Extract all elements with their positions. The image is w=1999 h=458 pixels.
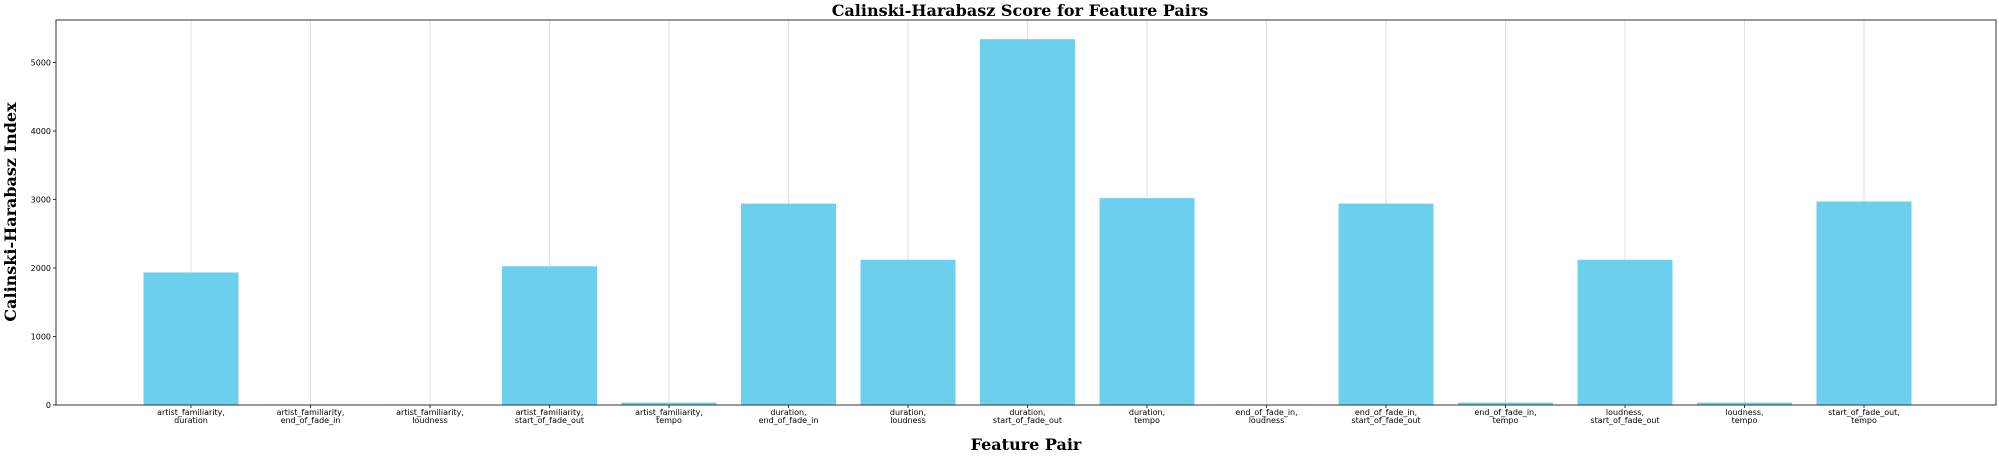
x-axis: artist_familiarity, duration artist_famili… [157, 405, 1900, 425]
bar [1577, 259, 1673, 405]
bar [143, 272, 239, 405]
bar [860, 259, 956, 405]
x-tick-label: end_of_fade_in, tempo [1474, 408, 1536, 425]
bars-layer [143, 39, 1912, 406]
x-tick-label: loudness, tempo [1725, 408, 1763, 425]
x-tick-label: loudness, start_of_fade_out [1590, 408, 1659, 425]
bar [1099, 198, 1195, 405]
x-tick-label: artist_familiarity, start_of_fade_out [515, 408, 584, 425]
y-tick-label: 4000 [31, 127, 51, 136]
y-tick-label: 1000 [31, 332, 51, 341]
x-tick-label: end_of_fade_in, start_of_fade_out [1351, 408, 1420, 425]
bar [621, 402, 717, 405]
x-tick-label: artist_familiarity, tempo [635, 408, 703, 425]
bar [1458, 402, 1553, 405]
x-tick-label: duration, start_of_fade_out [993, 408, 1062, 425]
bar [502, 266, 597, 405]
plot-frame [55, 19, 1997, 406]
x-axis-label: Feature Pair [971, 435, 1082, 454]
bar [1697, 402, 1792, 405]
x-tick-label: duration, loudness [890, 408, 926, 425]
y-axis: 0 1000 2000 3000 4000 5000 [31, 58, 56, 410]
y-tick-label: 2000 [31, 264, 51, 273]
x-tick-label: duration, tempo [1129, 408, 1165, 425]
x-tick-label: artist_familiarity, duration [157, 408, 225, 425]
x-tick-label: end_of_fade_in, loudness [1235, 408, 1297, 425]
x-tick-label: duration, end_of_fade_in [759, 408, 819, 425]
y-tick-label: 5000 [31, 58, 51, 67]
bar [1816, 201, 1912, 405]
x-tick-label: start_of_fade_out, tempo [1828, 408, 1900, 425]
bar [741, 203, 836, 405]
x-tick-label: artist_familiarity, end_of_fade_in [277, 408, 345, 425]
bar [980, 39, 1075, 406]
y-axis-label: Calinski-Harabasz Index [1, 102, 20, 322]
bar [1338, 203, 1434, 405]
chart-title: Calinski-Harabasz Score for Feature Pair… [832, 1, 1209, 20]
x-tick-label: artist_familiarity, loudness [396, 408, 464, 425]
y-tick-label: 0 [46, 401, 51, 410]
y-tick-label: 3000 [31, 195, 51, 204]
